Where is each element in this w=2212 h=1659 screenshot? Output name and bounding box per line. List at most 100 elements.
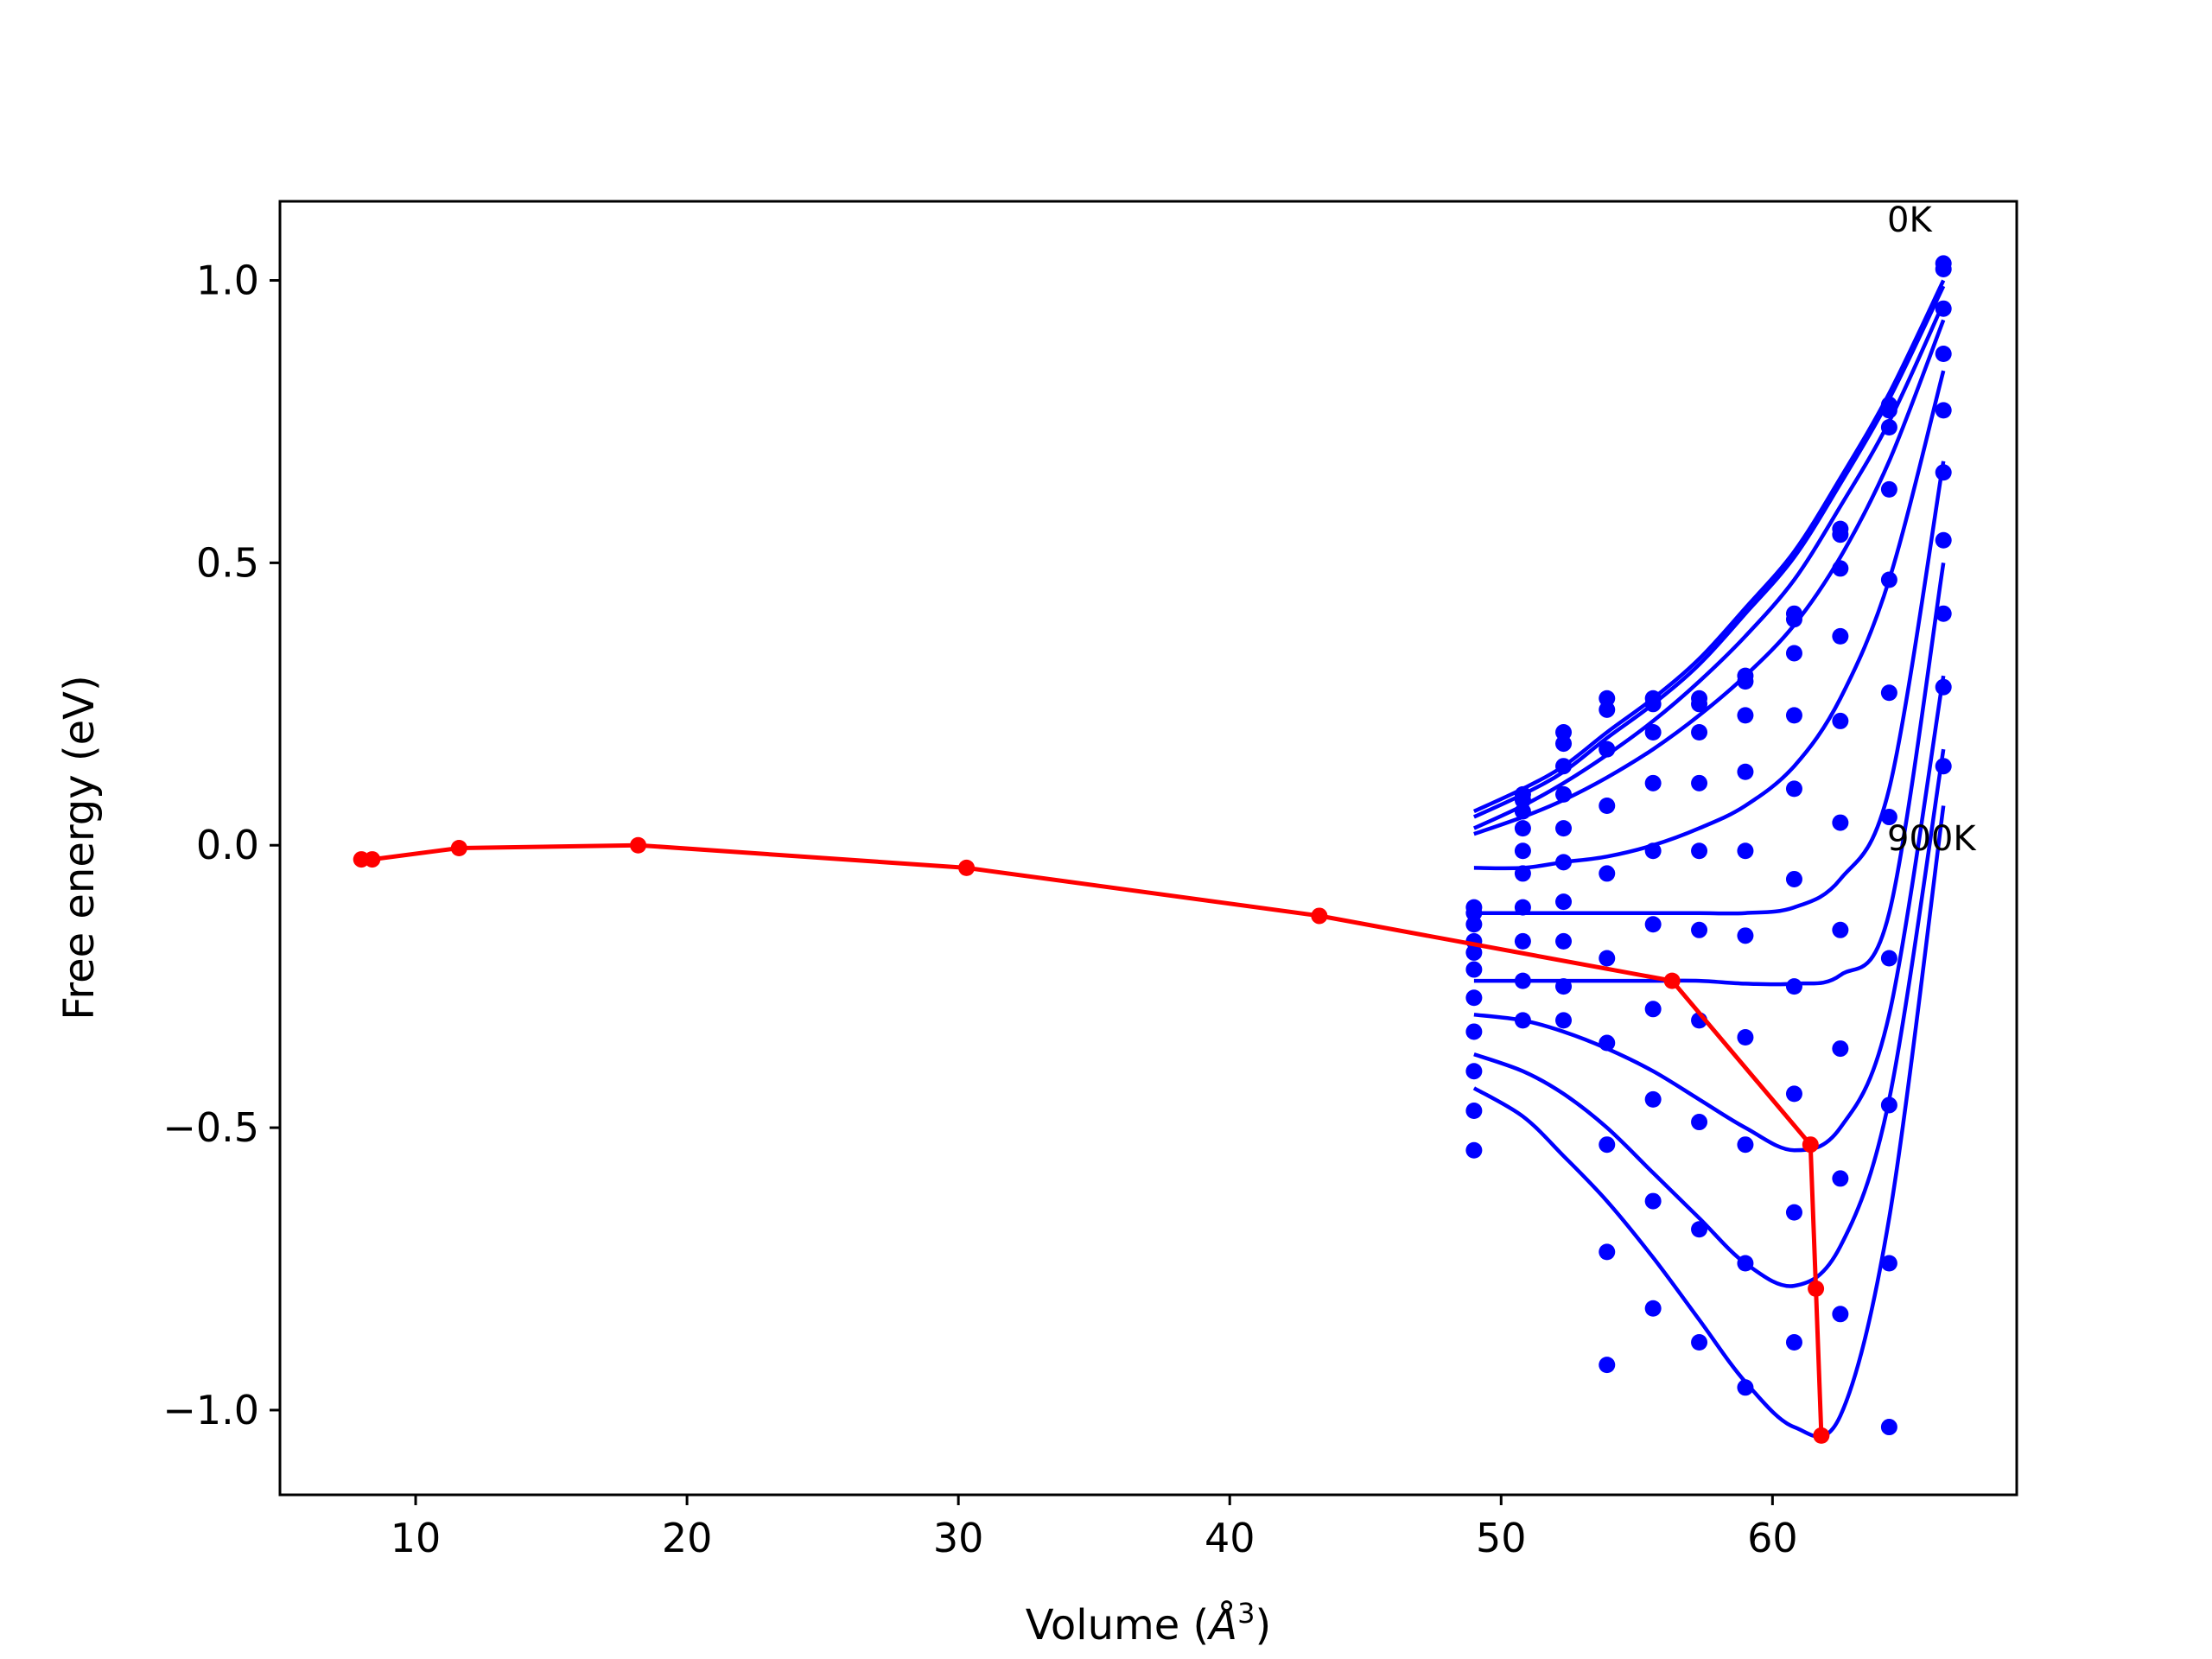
data-point	[1514, 932, 1531, 950]
data-point	[1737, 707, 1754, 724]
data-point	[1832, 712, 1849, 729]
annotation-900k: 900K	[1887, 819, 1977, 859]
data-point	[1737, 1136, 1754, 1154]
data-point	[1599, 701, 1616, 718]
data-point	[1737, 842, 1754, 860]
data-point	[1935, 402, 1952, 419]
data-point	[1465, 1023, 1483, 1040]
data-point	[1644, 696, 1662, 713]
data-point	[1691, 1333, 1708, 1351]
data-point	[1785, 978, 1802, 995]
data-point	[1880, 950, 1897, 967]
data-point	[1737, 763, 1754, 780]
data-point	[1691, 1114, 1708, 1131]
data-point	[1465, 944, 1483, 961]
data-point	[1599, 1357, 1616, 1374]
annotation-0k: 0K	[1887, 200, 1933, 240]
data-point	[1737, 673, 1754, 690]
data-point	[1555, 735, 1573, 753]
fit-curve-200k	[1472, 302, 1946, 830]
data-point	[1514, 842, 1531, 860]
data-point	[1555, 854, 1573, 871]
data-point	[1832, 814, 1849, 831]
data-point	[1465, 961, 1483, 978]
data-point	[1935, 758, 1952, 775]
data-point	[1465, 905, 1483, 922]
fit-curve-700k	[1473, 675, 1946, 1153]
data-point	[1935, 260, 1952, 277]
data-point	[1465, 1141, 1483, 1159]
data-point	[1785, 707, 1802, 724]
data-point	[1599, 950, 1616, 967]
data-point	[1514, 899, 1531, 916]
data-point	[1880, 809, 1897, 826]
fit-curve-500k	[1473, 461, 1946, 916]
data-point	[1935, 346, 1952, 363]
data-point	[1514, 791, 1531, 809]
data-point	[1691, 842, 1708, 860]
data-point	[1785, 611, 1802, 628]
x-axis-label: Volume (Å3)	[1026, 1597, 1271, 1649]
y-tick-label: 0.0	[196, 822, 259, 868]
data-point	[1785, 1204, 1802, 1221]
data-point	[1555, 758, 1573, 775]
x-tick-label: 40	[1205, 1515, 1255, 1561]
data-point	[1599, 865, 1616, 882]
data-point	[1514, 803, 1531, 820]
data-point	[1880, 480, 1897, 498]
data-point	[1514, 1012, 1531, 1029]
x-tick-label: 30	[933, 1515, 984, 1561]
data-point	[1644, 1192, 1662, 1210]
data-point	[1555, 932, 1573, 950]
minimum-path-line	[361, 842, 1824, 1436]
data-point	[1737, 1028, 1754, 1046]
data-point	[1880, 418, 1897, 435]
x-tick-label: 10	[391, 1515, 442, 1561]
x-axis-label-exponent: 3	[1237, 1597, 1255, 1630]
x-axis-label-close: )	[1255, 1601, 1271, 1649]
data-point	[1880, 571, 1897, 588]
data-point	[1691, 723, 1708, 741]
data-point	[1514, 865, 1531, 882]
data-point	[1555, 820, 1573, 837]
plot-marks	[353, 255, 1952, 1444]
data-point	[1599, 741, 1616, 758]
data-point	[1832, 560, 1849, 577]
y-tick-label: 1.0	[196, 257, 259, 304]
data-point	[1737, 927, 1754, 944]
data-point	[1880, 1096, 1897, 1114]
data-point	[1832, 1170, 1849, 1187]
minimum-point	[630, 836, 647, 854]
fit-curve-900k	[1472, 805, 1946, 1439]
data-point	[1644, 1090, 1662, 1108]
data-point	[1555, 978, 1573, 995]
minimum-point	[364, 851, 381, 868]
data-point	[1644, 916, 1662, 933]
data-point	[1832, 526, 1849, 543]
data-point	[1691, 774, 1708, 791]
minimum-point	[450, 840, 467, 856]
y-tick-label: 0.5	[196, 539, 259, 586]
data-point	[1832, 921, 1849, 938]
data-point	[1737, 1379, 1754, 1396]
x-axis-label-symbol: Å	[1206, 1600, 1237, 1649]
data-point	[1599, 690, 1616, 707]
x-tick-label: 20	[662, 1515, 713, 1561]
plot-frame	[278, 200, 2018, 1497]
data-point	[1785, 645, 1802, 662]
minimum-point	[958, 859, 976, 876]
data-point	[1599, 797, 1616, 814]
data-point	[1691, 1221, 1708, 1238]
data-point	[1935, 605, 1952, 622]
data-point	[1644, 774, 1662, 791]
data-point	[1691, 696, 1708, 713]
data-point	[1555, 785, 1573, 803]
data-point	[1785, 780, 1802, 798]
data-point	[1644, 1001, 1662, 1018]
data-point	[1599, 1034, 1616, 1052]
minimum-point	[1663, 972, 1681, 989]
data-point	[1880, 402, 1897, 419]
data-point	[1514, 972, 1531, 989]
data-point	[1880, 684, 1897, 702]
